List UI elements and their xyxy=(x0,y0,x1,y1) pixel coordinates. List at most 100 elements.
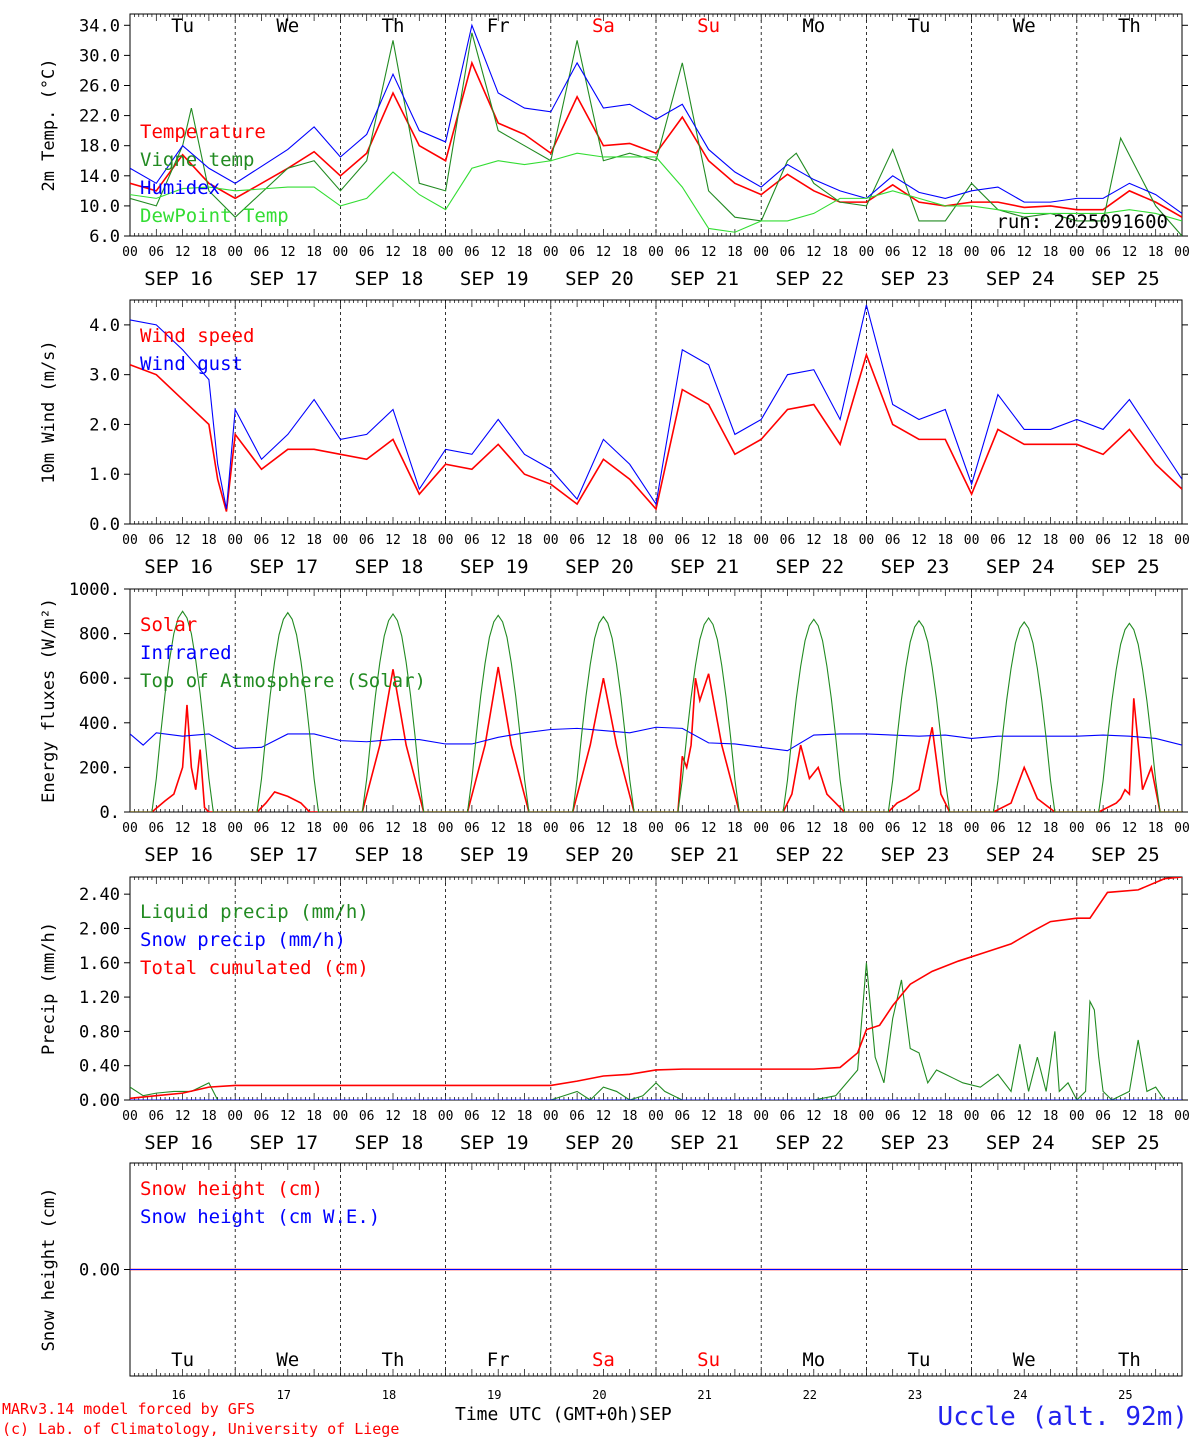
weekday-label: Tu xyxy=(908,15,931,37)
date-label: SEP 17 xyxy=(249,268,318,290)
hour-label: 00 xyxy=(964,1109,980,1124)
station-name: Uccle (alt. 92m) xyxy=(937,1402,1188,1432)
hour-label: 06 xyxy=(780,245,796,260)
date-label: SEP 19 xyxy=(460,844,529,866)
series-group xyxy=(130,23,1182,236)
hour-label: 06 xyxy=(148,245,164,260)
hour-label: 12 xyxy=(806,245,822,260)
y-tick-label: 0.80 xyxy=(79,1022,120,1042)
hour-label: 06 xyxy=(254,1109,270,1124)
date-label: SEP 19 xyxy=(460,268,529,290)
hour-label: 12 xyxy=(701,533,717,548)
hour-label: 18 xyxy=(1043,821,1059,836)
hour-label: 06 xyxy=(148,1109,164,1124)
day-number: 16 xyxy=(171,1388,185,1402)
hour-label: 12 xyxy=(280,245,296,260)
hour-label: 00 xyxy=(964,245,980,260)
date-label: SEP 16 xyxy=(144,556,213,578)
weekday-label: Th xyxy=(382,15,405,37)
hour-label: 12 xyxy=(280,821,296,836)
hour-label: 00 xyxy=(859,533,875,548)
hour-label: 12 xyxy=(1122,821,1138,836)
date-label: SEP 22 xyxy=(775,1132,844,1154)
hour-label: 06 xyxy=(990,245,1006,260)
hour-label: 00 xyxy=(753,245,769,260)
hour-label: 18 xyxy=(937,245,953,260)
y-tick-label: 0.40 xyxy=(79,1057,120,1077)
legend-entry: Snow height (cm) xyxy=(140,1178,323,1200)
weekday-label: We xyxy=(276,1349,299,1371)
date-label: SEP 24 xyxy=(986,556,1055,578)
y-tick-label: 0.00 xyxy=(79,1261,120,1281)
run-label: run: 2025091600 xyxy=(996,211,1168,233)
legend-entry: Solar xyxy=(140,614,197,636)
hour-label: 00 xyxy=(227,533,243,548)
hour-label: 18 xyxy=(411,821,427,836)
y-tick-label: 14.0 xyxy=(79,167,120,187)
date-label: SEP 22 xyxy=(775,844,844,866)
legend-entry: DewPoint Temp xyxy=(140,205,289,227)
hour-label: 00 xyxy=(964,533,980,548)
hour-label: 12 xyxy=(806,533,822,548)
series-line-wind-gust xyxy=(130,304,1182,510)
hour-label: 18 xyxy=(1043,245,1059,260)
series-line-toa-solar xyxy=(130,610,1182,812)
hour-label: 06 xyxy=(254,821,270,836)
hour-label: 18 xyxy=(306,245,322,260)
legend-entry: Wind speed xyxy=(140,325,254,347)
y-tick-label: 1.20 xyxy=(79,988,120,1008)
hour-label: 18 xyxy=(727,1109,743,1124)
hour-label: 06 xyxy=(464,245,480,260)
hour-label: 18 xyxy=(411,245,427,260)
hour-label: 06 xyxy=(885,245,901,260)
hour-label: 06 xyxy=(780,1109,796,1124)
hour-label: 12 xyxy=(385,821,401,836)
day-number: 24 xyxy=(1013,1388,1027,1402)
hour-label: 00 xyxy=(1174,245,1190,260)
hour-label: 00 xyxy=(438,533,454,548)
weekday-label: Su xyxy=(697,1349,720,1371)
hour-label: 12 xyxy=(385,245,401,260)
y-tick-label: 18.0 xyxy=(79,137,120,157)
y-tick-label: 10.0 xyxy=(79,197,120,217)
hour-label: 18 xyxy=(306,533,322,548)
hour-label: 18 xyxy=(832,1109,848,1124)
hour-label: 06 xyxy=(569,1109,585,1124)
date-label: SEP 20 xyxy=(565,556,634,578)
y-tick-label: 3.0 xyxy=(89,366,120,386)
hour-label: 00 xyxy=(753,533,769,548)
hour-label: 06 xyxy=(569,821,585,836)
hour-label: 18 xyxy=(832,245,848,260)
date-label: SEP 18 xyxy=(355,556,424,578)
hour-label: 06 xyxy=(674,245,690,260)
hour-label: 00 xyxy=(227,1109,243,1124)
hour-label: 18 xyxy=(622,1109,638,1124)
y-axis-title: 10m Wind (m/s) xyxy=(39,340,59,483)
hour-label: 00 xyxy=(859,821,875,836)
hour-label: 12 xyxy=(596,245,612,260)
series-line-wind-speed xyxy=(130,352,1182,512)
hour-label: 06 xyxy=(254,245,270,260)
hour-label: 18 xyxy=(1043,1109,1059,1124)
weekday-label: Mo xyxy=(802,15,825,37)
hour-label: 00 xyxy=(543,1109,559,1124)
date-label: SEP 25 xyxy=(1091,556,1160,578)
legend-entry: Infrared xyxy=(140,642,232,664)
y-tick-label: 0. xyxy=(100,803,120,823)
hour-label: 18 xyxy=(201,821,217,836)
hour-label: 00 xyxy=(1069,821,1085,836)
legend-entry: Top of Atmosphere (Solar) xyxy=(140,670,426,692)
hour-label: 18 xyxy=(1148,1109,1164,1124)
hour-label: 12 xyxy=(175,245,191,260)
weekday-label: Th xyxy=(1118,15,1141,37)
legend-entry: Snow height (cm W.E.) xyxy=(140,1206,380,1228)
hour-label: 12 xyxy=(701,245,717,260)
hour-label: 18 xyxy=(937,1109,953,1124)
series-line-temperature xyxy=(130,60,1182,218)
date-label: SEP 25 xyxy=(1091,268,1160,290)
y-tick-label: 4.0 xyxy=(89,316,120,336)
hour-label: 18 xyxy=(201,1109,217,1124)
hour-label: 12 xyxy=(911,821,927,836)
weekday-label: Fr xyxy=(487,15,510,37)
date-label: SEP 25 xyxy=(1091,844,1160,866)
